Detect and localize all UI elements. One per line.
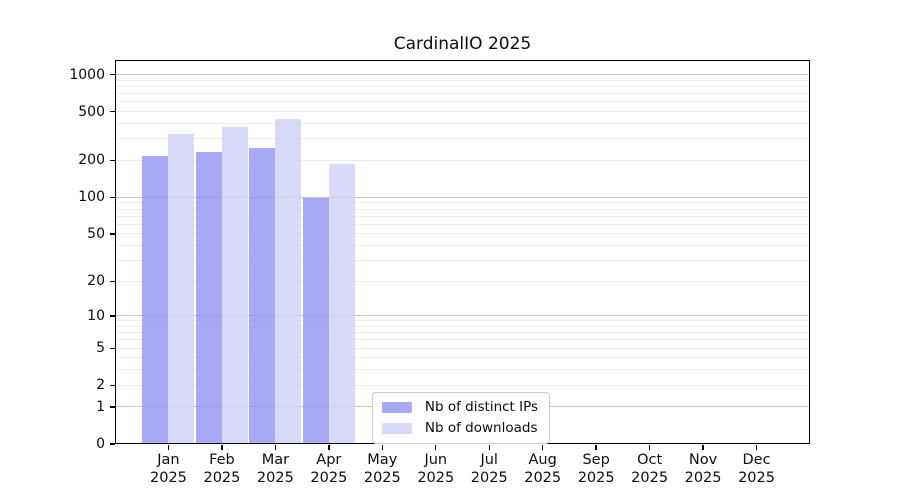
- x-tick-label-feb: Feb 2025: [203, 452, 241, 487]
- legend-item-downloads: Nb of downloads: [381, 420, 538, 436]
- x-tick-label-oct: Oct 2025: [631, 452, 669, 487]
- x-tick-label-jul: Jul 2025: [470, 452, 508, 487]
- plot-area: [115, 60, 810, 444]
- legend-label-downloads: Nb of downloads: [424, 420, 538, 436]
- y-tick-label-500: 500: [78, 103, 105, 120]
- x-tick-label-may: May 2025: [363, 452, 401, 487]
- x-tick-aug: [541, 445, 544, 450]
- x-tick-label-nov: Nov 2025: [684, 452, 722, 487]
- x-tick-jul: [488, 445, 490, 450]
- x-tick-mar: [274, 445, 277, 450]
- y-tick-label-20: 20: [87, 273, 105, 290]
- y-tick-label-0: 0: [96, 436, 105, 452]
- x-tick-label-aug: Aug 2025: [524, 452, 562, 487]
- y-tick-label-1: 1: [96, 398, 105, 415]
- y-tick-label-50: 50: [87, 225, 105, 242]
- y-tick-label-100: 100: [78, 189, 105, 206]
- x-tick-apr: [328, 445, 330, 450]
- x-tick-label-mar: Mar 2025: [256, 452, 294, 487]
- x-tick-label-dec: Dec 2025: [738, 452, 775, 487]
- legend-swatch-distinct-ips: [381, 401, 412, 413]
- y-tick-label-2: 2: [96, 377, 105, 394]
- x-tick-feb: [221, 445, 223, 450]
- x-tick-oct: [648, 445, 651, 450]
- y-tick-label-10: 10: [87, 307, 105, 324]
- legend-label-distinct-ips: Nb of distinct IPs: [424, 399, 539, 415]
- x-tick-jun: [435, 445, 437, 450]
- legend: Nb of distinct IPs Nb of downloads: [371, 392, 551, 444]
- x-tick-sep: [595, 445, 597, 450]
- y-tick-label-200: 200: [78, 152, 105, 169]
- x-tick-label-sep: Sep 2025: [577, 452, 615, 487]
- legend-swatch-downloads: [381, 422, 412, 434]
- x-tick-jan: [167, 445, 170, 450]
- x-tick-may: [381, 445, 383, 450]
- x-tick-dec: [755, 445, 758, 450]
- x-tick-nov: [702, 445, 704, 450]
- x-tick-label-apr: Apr 2025: [310, 452, 348, 487]
- y-tick-label-1000: 1000: [69, 66, 105, 83]
- x-tick-label-jan: Jan 2025: [150, 452, 187, 487]
- x-tick-label-jun: Jun 2025: [417, 452, 455, 487]
- legend-item-distinct-ips: Nb of distinct IPs: [381, 399, 539, 415]
- chart-title: CardinalIO 2025: [393, 34, 532, 54]
- y-tick-label-5: 5: [96, 340, 105, 357]
